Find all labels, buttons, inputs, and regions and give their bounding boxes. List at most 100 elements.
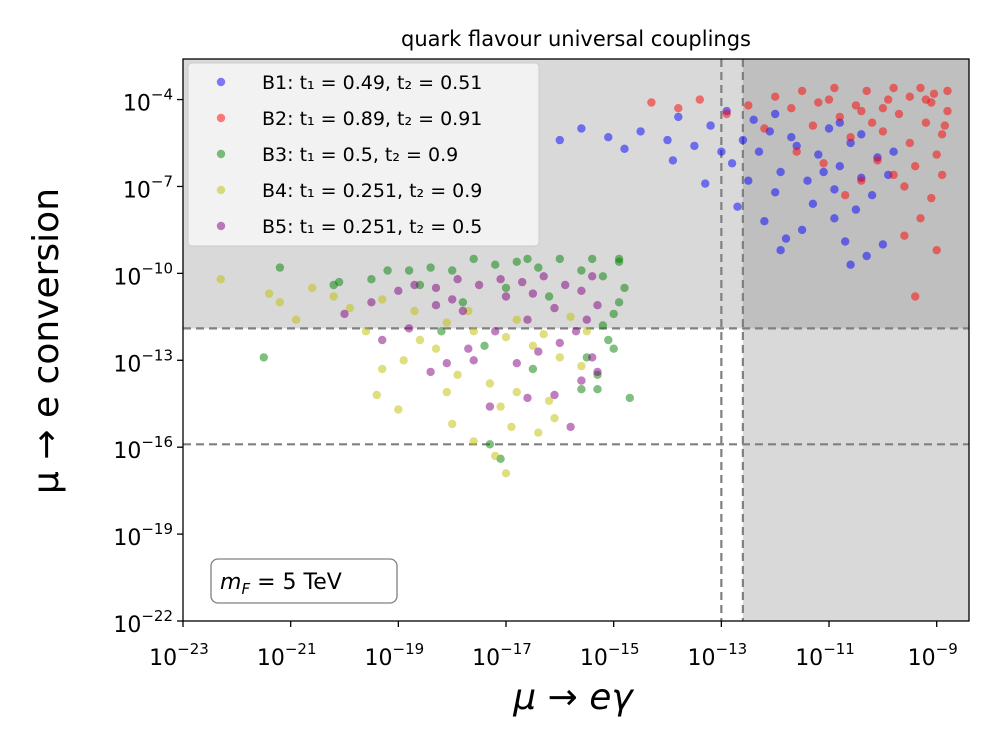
point-b2 [900,182,909,191]
point-b4 [539,330,548,339]
point-b1 [749,115,758,125]
point-b4 [372,390,381,400]
point-b1 [787,133,796,142]
point-b1 [620,144,629,153]
point-b2 [797,86,807,96]
point-b1 [830,185,839,194]
point-b1 [889,147,898,156]
series-b4 [216,275,591,478]
point-b3 [458,298,468,307]
axes-frame [182,58,970,622]
point-b5 [404,324,414,333]
point-b1 [803,176,812,185]
point-b5 [561,280,570,290]
x-tick-label: 10−23 [149,640,209,671]
point-b4 [291,315,301,324]
point-b4 [582,327,591,336]
point-b1 [846,138,855,148]
point-b3 [259,353,268,362]
point-b4 [491,451,500,461]
series-b1 [555,106,898,269]
point-b4 [469,327,478,336]
point-b5 [571,327,581,336]
point-b1 [851,205,861,214]
point-b5 [555,338,564,348]
point-b5 [491,327,500,336]
point-b2 [916,214,925,223]
point-b5 [577,376,586,385]
series-b2 [647,83,952,301]
point-b2 [905,92,914,101]
point-b3 [593,385,602,394]
point-b2 [760,124,769,133]
point-b5 [394,286,403,295]
point-b5 [566,422,575,432]
point-b1 [717,147,726,156]
point-b5 [431,283,441,293]
x-axis-ticks: 10−23 10−21 10−19 10−17 10−15 10−13 10−11 10−9 [149,621,958,671]
point-b1 [841,237,850,246]
point-b1 [754,147,764,156]
point-b3 [501,283,511,293]
legend-label-b5: B5: t₁ = 0.251, t₂ = 0.5 [262,216,482,238]
point-b2 [878,127,888,136]
point-b3 [577,266,586,275]
point-b5 [501,292,511,301]
point-b4 [399,356,408,365]
point-b4 [453,370,462,379]
point-b2 [911,292,920,301]
point-b3 [588,254,597,264]
point-b4 [566,312,575,321]
point-b1 [668,156,678,165]
x-tick-label: 10−19 [365,640,425,671]
point-b4 [512,315,521,324]
y-tick-label: 10−4 [123,86,173,117]
point-b5 [512,359,521,368]
point-b2 [824,95,834,104]
point-b1 [738,135,748,145]
point-b5 [528,289,538,298]
point-b2 [940,121,949,130]
point-b4 [345,303,355,313]
point-b1 [727,159,737,168]
point-b3 [334,277,344,287]
point-b2 [819,159,828,168]
point-b2 [884,95,893,104]
point-b5 [582,315,591,324]
point-b3 [604,335,613,345]
point-b2 [921,118,931,127]
point-b2 [851,101,861,110]
y-axis-label: μ → e conversion [26,188,67,494]
point-b2 [744,101,753,110]
point-b3 [625,393,634,403]
point-b5 [469,356,478,365]
point-b3 [598,321,608,330]
point-b2 [722,109,731,119]
point-b5 [442,359,451,368]
point-b4 [329,292,338,301]
point-b5 [539,272,548,281]
point-b2 [862,86,871,96]
point-b1 [867,191,877,200]
point-b2 [857,176,866,185]
point-b4 [361,327,371,336]
point-b4 [544,396,554,405]
point-b4 [577,361,586,371]
point-b2 [921,95,931,104]
point-b1 [733,202,742,211]
legend-label-b1: B1: t₁ = 0.49, t₂ = 0.51 [262,72,482,94]
x-axis-label: μ → eγ [512,677,634,718]
point-b5 [523,393,532,403]
point-b3 [448,266,457,275]
point-b4 [264,289,274,298]
point-b3 [485,440,495,449]
point-b2 [927,193,936,203]
point-b3 [614,254,624,264]
point-b5 [496,275,505,284]
point-b2 [873,156,882,165]
point-b4 [275,298,285,307]
point-b4 [512,387,521,397]
x-tick-label: 10−9 [908,640,958,671]
point-b4 [501,332,511,342]
point-b3 [620,283,629,293]
